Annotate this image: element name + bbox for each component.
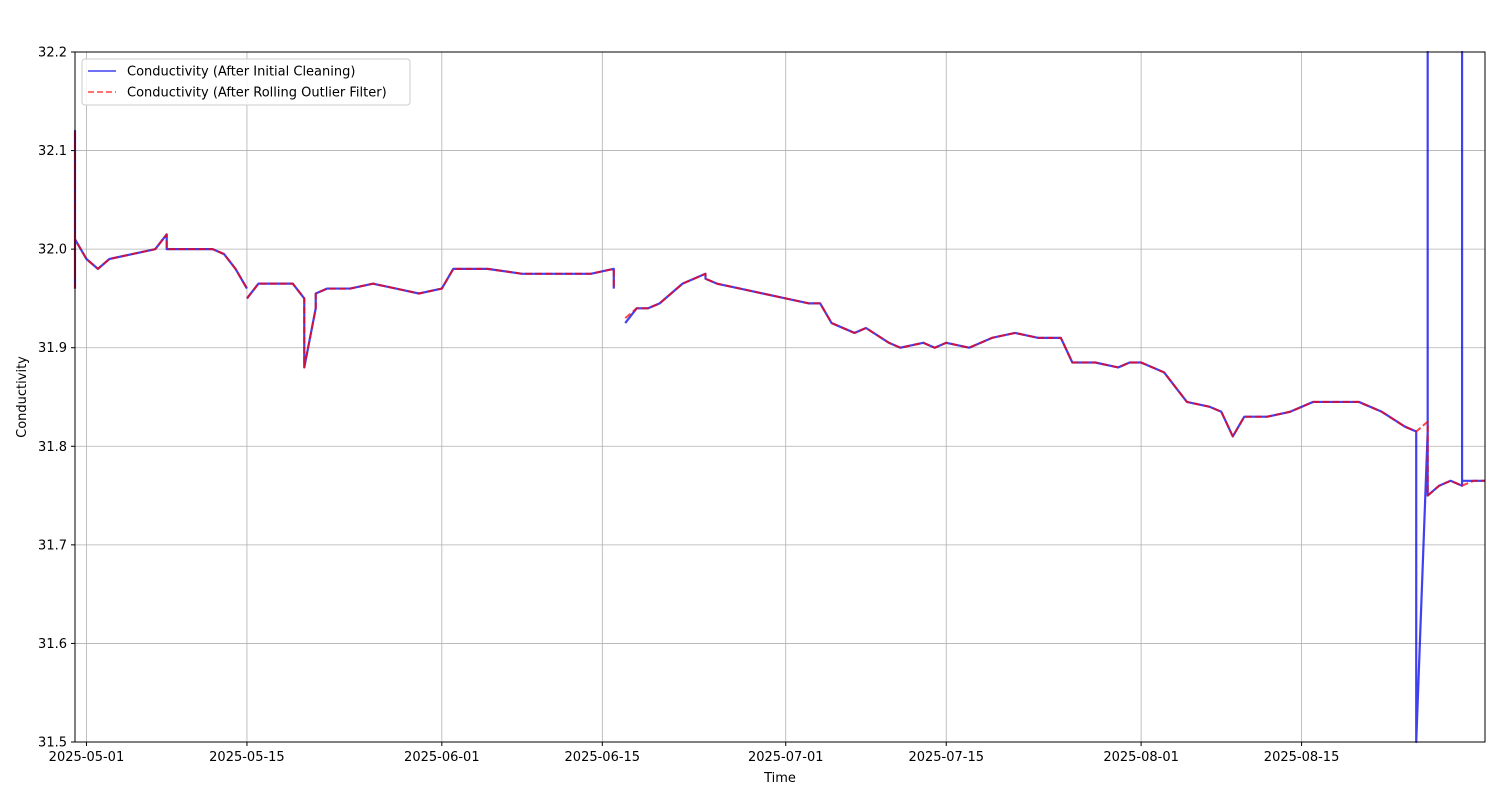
y-tick-label: 31.9 (38, 341, 67, 356)
x-tick-label: 2025-07-01 (748, 750, 824, 765)
legend-label-2: Conductivity (After Rolling Outlier Filt… (127, 86, 387, 101)
y-tick-label: 31.8 (38, 440, 67, 455)
x-tick-label: 2025-08-15 (1264, 750, 1340, 765)
legend: Conductivity (After Initial Cleaning) Con… (81, 58, 411, 106)
series-line-2 (74, 129, 1485, 497)
y-tick-label: 32.2 (38, 46, 67, 61)
x-tick-label: 2025-08-01 (1103, 750, 1179, 765)
x-tick-label: 2025-05-01 (49, 750, 125, 765)
x-tick-label: 2025-05-15 (209, 750, 285, 765)
series-line-1 (73, 50, 1485, 744)
grid-lines (75, 51, 1485, 743)
y-tick-label: 31.5 (38, 736, 67, 751)
y-tick-label: 31.6 (38, 637, 67, 652)
x-axis: 2025-05-01 2025-05-15 2025-06-01 2025-06-15… (49, 742, 1340, 765)
legend-box (81, 58, 411, 106)
series-layer (73, 50, 1485, 744)
y-tick-label: 32.1 (38, 144, 67, 159)
y-tick-label: 32.0 (38, 243, 67, 258)
x-tick-label: 2025-06-15 (565, 750, 641, 765)
x-tick-label: 2025-06-01 (404, 750, 480, 765)
y-axis: 31.5 31.6 31.7 31.8 31.9 32.0 32.1 32.2 (38, 46, 75, 751)
x-axis-label: Time (763, 771, 796, 786)
plot-frame (74, 51, 1486, 743)
y-tick-label: 31.7 (38, 538, 67, 553)
legend-label-1: Conductivity (After Initial Cleaning) (127, 65, 355, 80)
x-tick-label: 2025-07-15 (908, 750, 984, 765)
y-axis-label: Conductivity (15, 356, 30, 438)
